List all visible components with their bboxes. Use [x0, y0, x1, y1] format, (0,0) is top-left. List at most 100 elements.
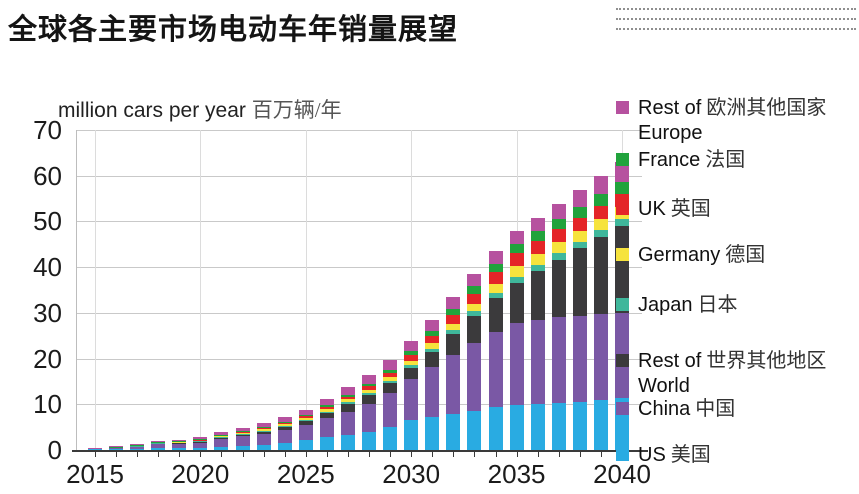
bar-segment-rest-of-europe	[340, 387, 355, 395]
bar-segment-rest-of-europe	[383, 360, 398, 370]
bar-segment-us	[593, 400, 608, 450]
bar-segment-germany	[425, 343, 440, 349]
legend-item-uk: UK 英国	[616, 197, 711, 222]
v-gridline	[411, 130, 413, 450]
bar-segment-uk	[572, 217, 587, 232]
bar-segment-uk	[340, 396, 355, 400]
bar-segment-us	[467, 410, 482, 450]
bar-segment-rest-of-europe	[425, 319, 440, 331]
bar-segment-uk	[404, 355, 419, 362]
bar-segment-germany	[467, 303, 482, 312]
bar-segment-rest-of-world	[362, 394, 377, 404]
bar-segment-china	[193, 442, 208, 449]
bar-segment-us	[509, 405, 524, 450]
legend-label: UK 英国	[638, 197, 711, 222]
bar-segment-rest-of-europe	[593, 176, 608, 195]
legend-swatch	[616, 354, 629, 367]
bar-segment-uk	[298, 416, 313, 418]
bar-segment-rest-of-world	[235, 434, 250, 437]
bar-segment-france	[446, 308, 461, 316]
y-axis-unit-label-en: million cars per year	[58, 99, 246, 122]
bar-segment-japan	[362, 392, 377, 395]
bar-segment-rest-of-europe	[277, 417, 292, 422]
bar-segment-us	[277, 442, 292, 450]
x-tick-label: 2035	[487, 459, 546, 489]
bar-segment-uk	[235, 431, 250, 433]
bar-segment-rest-of-europe	[319, 399, 334, 406]
bar-segment-uk	[277, 423, 292, 425]
bar-segment-germany	[446, 324, 461, 331]
x-tick-label: 2015	[66, 459, 124, 489]
bar-segment-rest-of-world	[340, 403, 355, 412]
bar-segment-rest-of-europe	[151, 440, 166, 442]
legend-label: Germany 德国	[638, 243, 765, 268]
bar-segment-us	[404, 420, 419, 450]
legend-item-us: US 美国	[616, 443, 711, 468]
bar-segment-germany	[214, 436, 229, 437]
x-tick	[390, 450, 392, 457]
bar-segment-france	[383, 369, 398, 374]
legend-label: Rest of 世界其他地区 World	[638, 349, 826, 399]
bar-segment-germany	[572, 231, 587, 242]
bar-segment-china	[488, 332, 503, 408]
bar-segment-japan	[551, 252, 566, 260]
bar-segment-china	[277, 429, 292, 443]
legend-label-en: France	[638, 149, 701, 171]
gridline	[76, 221, 642, 223]
x-tick	[137, 450, 139, 457]
x-tick	[326, 450, 328, 457]
legend-item-germany: Germany 德国	[616, 243, 765, 268]
legend-label-en: China	[638, 398, 691, 420]
bar-segment-us	[383, 427, 398, 450]
bar-segment-rest-of-world	[172, 442, 187, 444]
bar-segment-uk	[551, 229, 566, 243]
bar-segment-france	[551, 219, 566, 230]
bar-segment-china	[572, 315, 587, 402]
bar-segment-us	[362, 431, 377, 450]
bar-segment-china	[109, 447, 124, 450]
bar-segment-us	[340, 434, 355, 450]
dotted-decoration-row	[616, 8, 856, 10]
y-tick-label: 10	[33, 389, 62, 420]
bar-segment-us	[151, 448, 166, 450]
y-tick-label: 40	[33, 252, 62, 283]
bar-segment-rest-of-europe	[572, 190, 587, 208]
x-tick-label: 2030	[382, 459, 441, 489]
bar-segment-china	[256, 434, 271, 445]
legend-swatch	[616, 248, 629, 261]
x-tick	[305, 450, 307, 457]
legend-label-zh: 英国	[665, 198, 711, 220]
bar-segment-japan	[615, 219, 629, 226]
bar-segment-france	[256, 427, 271, 429]
bar-segment-uk	[362, 386, 377, 390]
legend-label: Japan 日本	[638, 293, 738, 318]
bar-segment-rest-of-europe	[467, 274, 482, 287]
bar-segment-china	[551, 317, 566, 404]
bar-segment-rest-of-world	[551, 259, 566, 318]
bar-segment-france	[277, 421, 292, 424]
x-axis-line	[72, 450, 648, 452]
bar-segment-us	[446, 413, 461, 450]
bar-segment-china	[383, 393, 398, 428]
x-tick	[474, 450, 476, 457]
legend-swatch	[616, 402, 629, 415]
bar-segment-rest-of-world	[404, 368, 419, 380]
bar-segment-france	[151, 441, 166, 443]
bar-segment-uk	[593, 205, 608, 220]
legend-swatch	[616, 101, 629, 114]
x-tick	[221, 450, 223, 457]
bar-segment-rest-of-europe	[88, 447, 102, 449]
bar-segment-china	[130, 446, 145, 450]
bar-segment-japan	[446, 330, 461, 335]
bar-segment-rest-of-world	[277, 426, 292, 430]
bar-segment-germany	[277, 424, 292, 426]
bar-segment-rest-of-europe	[109, 446, 124, 448]
legend-swatch	[616, 153, 629, 166]
bar-segment-rest-of-europe	[256, 423, 271, 428]
bar-segment-china	[214, 439, 229, 448]
bar-segment-rest-of-world	[214, 437, 229, 440]
bar-segment-japan	[467, 311, 482, 317]
legend-label-en: US	[638, 444, 666, 466]
bar-segment-france	[362, 383, 377, 387]
